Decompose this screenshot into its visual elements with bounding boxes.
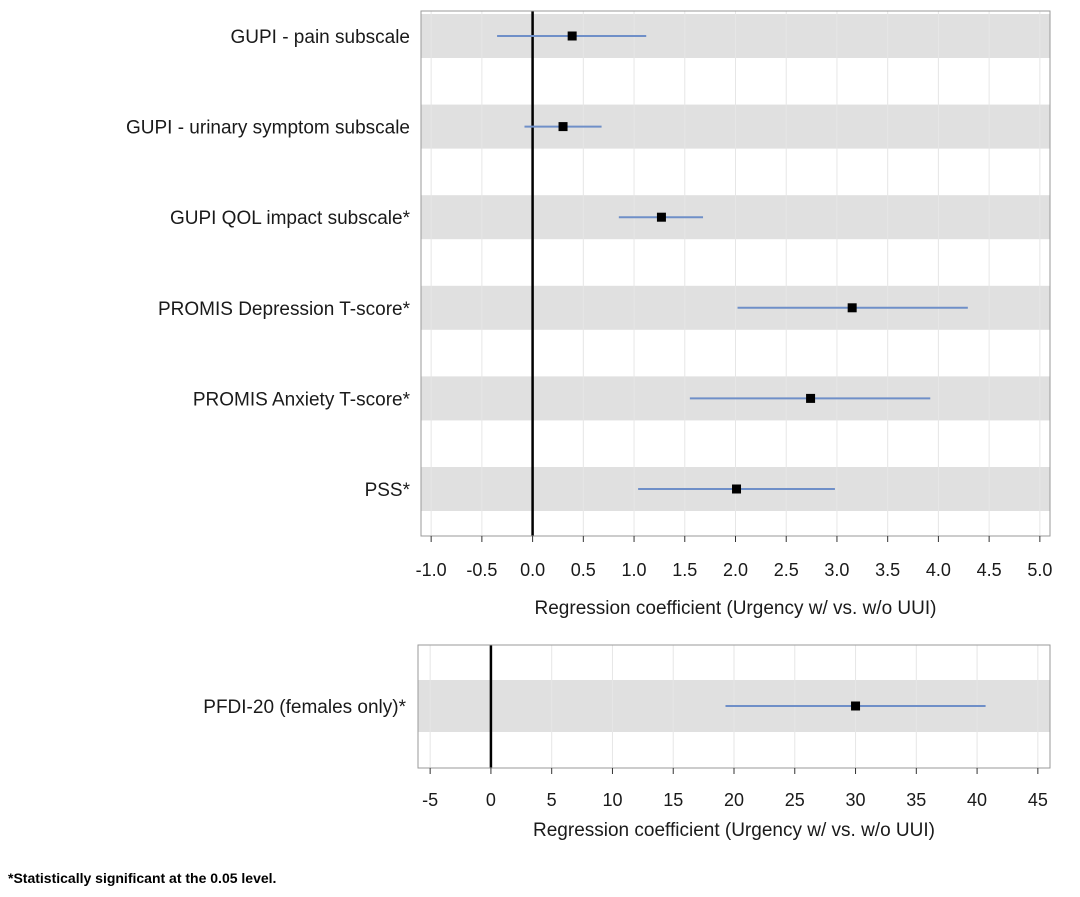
forest-panel-main: GUPI - pain subscale GUPI - urinary sympt… [126, 10, 1052, 619]
tick-label: 20 [724, 790, 744, 810]
point-estimate [656, 212, 666, 222]
tick-label: 3.5 [875, 560, 900, 580]
tick-label: 0 [486, 790, 496, 810]
tick-label: 5.0 [1027, 560, 1052, 580]
point-estimate [567, 31, 577, 41]
tick-label: 1.0 [622, 560, 647, 580]
point-estimate [847, 303, 857, 313]
row-label: GUPI - pain subscale [230, 27, 410, 48]
row-label: GUPI - urinary symptom subscale [126, 118, 410, 139]
point-estimate [851, 701, 861, 711]
row-label: GUPI QOL impact subscale* [170, 208, 411, 229]
tick-label: 10 [602, 790, 622, 810]
tick-label: 3.0 [824, 560, 849, 580]
point-estimate [732, 484, 742, 494]
x-axis-title: Regression coefficient (Urgency w/ vs. w… [533, 820, 935, 841]
row-label: PROMIS Anxiety T-score* [193, 389, 411, 410]
tick-label: 25 [785, 790, 805, 810]
tick-label: 15 [663, 790, 683, 810]
tick-label: -5 [422, 790, 438, 810]
tick-label: 0.0 [520, 560, 545, 580]
forest-panel-pfdi: PFDI-20 (females only)* -5 0 5 10 15 20 25 30 35 4… [203, 644, 1051, 841]
tick-label: 30 [846, 790, 866, 810]
significance-footnote: *Statistically significant at the 0.05 l… [8, 870, 277, 886]
tick-label: 4.0 [926, 560, 951, 580]
tick-label: 0.5 [571, 560, 596, 580]
tick-label: 2.5 [774, 560, 799, 580]
row-label: PSS* [365, 480, 411, 501]
tick-label: 1.5 [672, 560, 697, 580]
tick-label: 2.0 [723, 560, 748, 580]
tick-label: 45 [1028, 790, 1048, 810]
tick-label: -1.0 [416, 560, 447, 580]
row-label: PFDI-20 (females only)* [203, 697, 406, 718]
row-label: PROMIS Depression T-score* [158, 299, 411, 320]
tick-label: -0.5 [466, 560, 497, 580]
tick-label: 5 [547, 790, 557, 810]
point-estimate [806, 393, 816, 403]
point-estimate [558, 122, 568, 132]
tick-label: 4.5 [977, 560, 1002, 580]
tick-label: 35 [906, 790, 926, 810]
x-axis-title: Regression coefficient (Urgency w/ vs. w… [535, 598, 937, 619]
tick-label: 40 [967, 790, 987, 810]
